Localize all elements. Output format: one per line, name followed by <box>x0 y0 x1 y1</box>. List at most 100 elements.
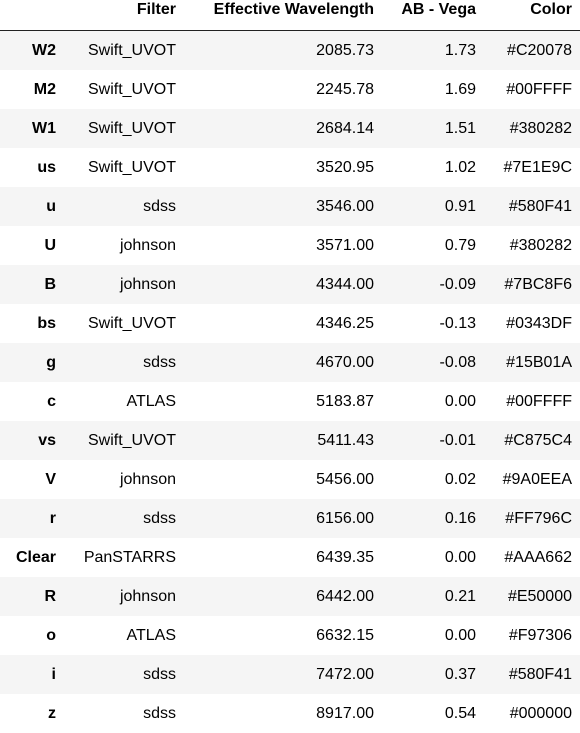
header-row: Filter Effective Wavelength AB - Vega Co… <box>0 0 580 31</box>
header-effective-wavelength: Effective Wavelength <box>184 0 382 31</box>
filter-cell: sdss <box>64 499 184 538</box>
ab-vega-cell: -0.08 <box>382 343 484 382</box>
ab-vega-cell: 1.51 <box>382 109 484 148</box>
wavelength-cell: 3520.95 <box>184 148 382 187</box>
ab-vega-cell: -0.01 <box>382 421 484 460</box>
ab-vega-cell: 1.02 <box>382 148 484 187</box>
wavelength-cell: 3546.00 <box>184 187 382 226</box>
header-filter: Filter <box>64 0 184 31</box>
color-cell: #15B01A <box>484 343 580 382</box>
row-index: B <box>0 265 64 304</box>
row-index: W2 <box>0 31 64 71</box>
ab-vega-cell: 0.16 <box>382 499 484 538</box>
row-index: U <box>0 226 64 265</box>
filter-cell: sdss <box>64 694 184 733</box>
row-index: M2 <box>0 70 64 109</box>
row-index: vs <box>0 421 64 460</box>
color-cell: #380282 <box>484 226 580 265</box>
ab-vega-cell: -0.13 <box>382 304 484 343</box>
wavelength-cell: 5456.00 <box>184 460 382 499</box>
filter-cell: sdss <box>64 655 184 694</box>
wavelength-cell: 4344.00 <box>184 265 382 304</box>
row-index: c <box>0 382 64 421</box>
row-index: W1 <box>0 109 64 148</box>
ab-vega-cell: 0.00 <box>382 538 484 577</box>
filter-cell: johnson <box>64 265 184 304</box>
color-cell: #C20078 <box>484 31 580 71</box>
color-cell: #AAA662 <box>484 538 580 577</box>
ab-vega-cell: 0.21 <box>382 577 484 616</box>
ab-vega-cell: -0.09 <box>382 265 484 304</box>
ab-vega-cell: 0.79 <box>382 226 484 265</box>
wavelength-cell: 2684.14 <box>184 109 382 148</box>
wavelength-cell: 2245.78 <box>184 70 382 109</box>
wavelength-cell: 3571.00 <box>184 226 382 265</box>
header-color: Color <box>484 0 580 31</box>
wavelength-cell: 6156.00 <box>184 499 382 538</box>
filter-cell: ATLAS <box>64 616 184 655</box>
ab-vega-cell: 0.00 <box>382 382 484 421</box>
row-index: Clear <box>0 538 64 577</box>
header-index <box>0 0 64 31</box>
row-index: bs <box>0 304 64 343</box>
ab-vega-cell: 1.73 <box>382 31 484 71</box>
ab-vega-cell: 1.69 <box>382 70 484 109</box>
wavelength-cell: 4670.00 <box>184 343 382 382</box>
wavelength-cell: 5183.87 <box>184 382 382 421</box>
header-ab-vega: AB - Vega <box>382 0 484 31</box>
row-index: u <box>0 187 64 226</box>
color-cell: #F97306 <box>484 616 580 655</box>
filter-cell: johnson <box>64 460 184 499</box>
wavelength-cell: 6439.35 <box>184 538 382 577</box>
filter-cell: johnson <box>64 226 184 265</box>
filter-cell: Swift_UVOT <box>64 109 184 148</box>
wavelength-cell: 8917.00 <box>184 694 382 733</box>
row-index: o <box>0 616 64 655</box>
color-cell: #00FFFF <box>484 382 580 421</box>
row-index: us <box>0 148 64 187</box>
wavelength-cell: 5411.43 <box>184 421 382 460</box>
filter-cell: Swift_UVOT <box>64 304 184 343</box>
filter-cell: sdss <box>64 187 184 226</box>
wavelength-cell: 6442.00 <box>184 577 382 616</box>
ab-vega-cell: 0.02 <box>382 460 484 499</box>
table-header: Filter Effective Wavelength AB - Vega Co… <box>0 0 580 31</box>
ab-vega-cell: 0.54 <box>382 694 484 733</box>
filter-cell: ATLAS <box>64 382 184 421</box>
filter-cell: Swift_UVOT <box>64 148 184 187</box>
filter-cell: PanSTARRS <box>64 538 184 577</box>
row-index: R <box>0 577 64 616</box>
color-cell: #0343DF <box>484 304 580 343</box>
color-cell: #380282 <box>484 109 580 148</box>
color-cell: #7BC8F6 <box>484 265 580 304</box>
row-index: g <box>0 343 64 382</box>
wavelength-cell: 7472.00 <box>184 655 382 694</box>
wavelength-cell: 6632.15 <box>184 616 382 655</box>
color-cell: #000000 <box>484 694 580 733</box>
filter-cell: johnson <box>64 577 184 616</box>
row-index: z <box>0 694 64 733</box>
ab-vega-cell: 0.91 <box>382 187 484 226</box>
color-cell: #580F41 <box>484 187 580 226</box>
row-index: r <box>0 499 64 538</box>
row-index: i <box>0 655 64 694</box>
color-cell: #00FFFF <box>484 70 580 109</box>
color-cell: #9A0EEA <box>484 460 580 499</box>
